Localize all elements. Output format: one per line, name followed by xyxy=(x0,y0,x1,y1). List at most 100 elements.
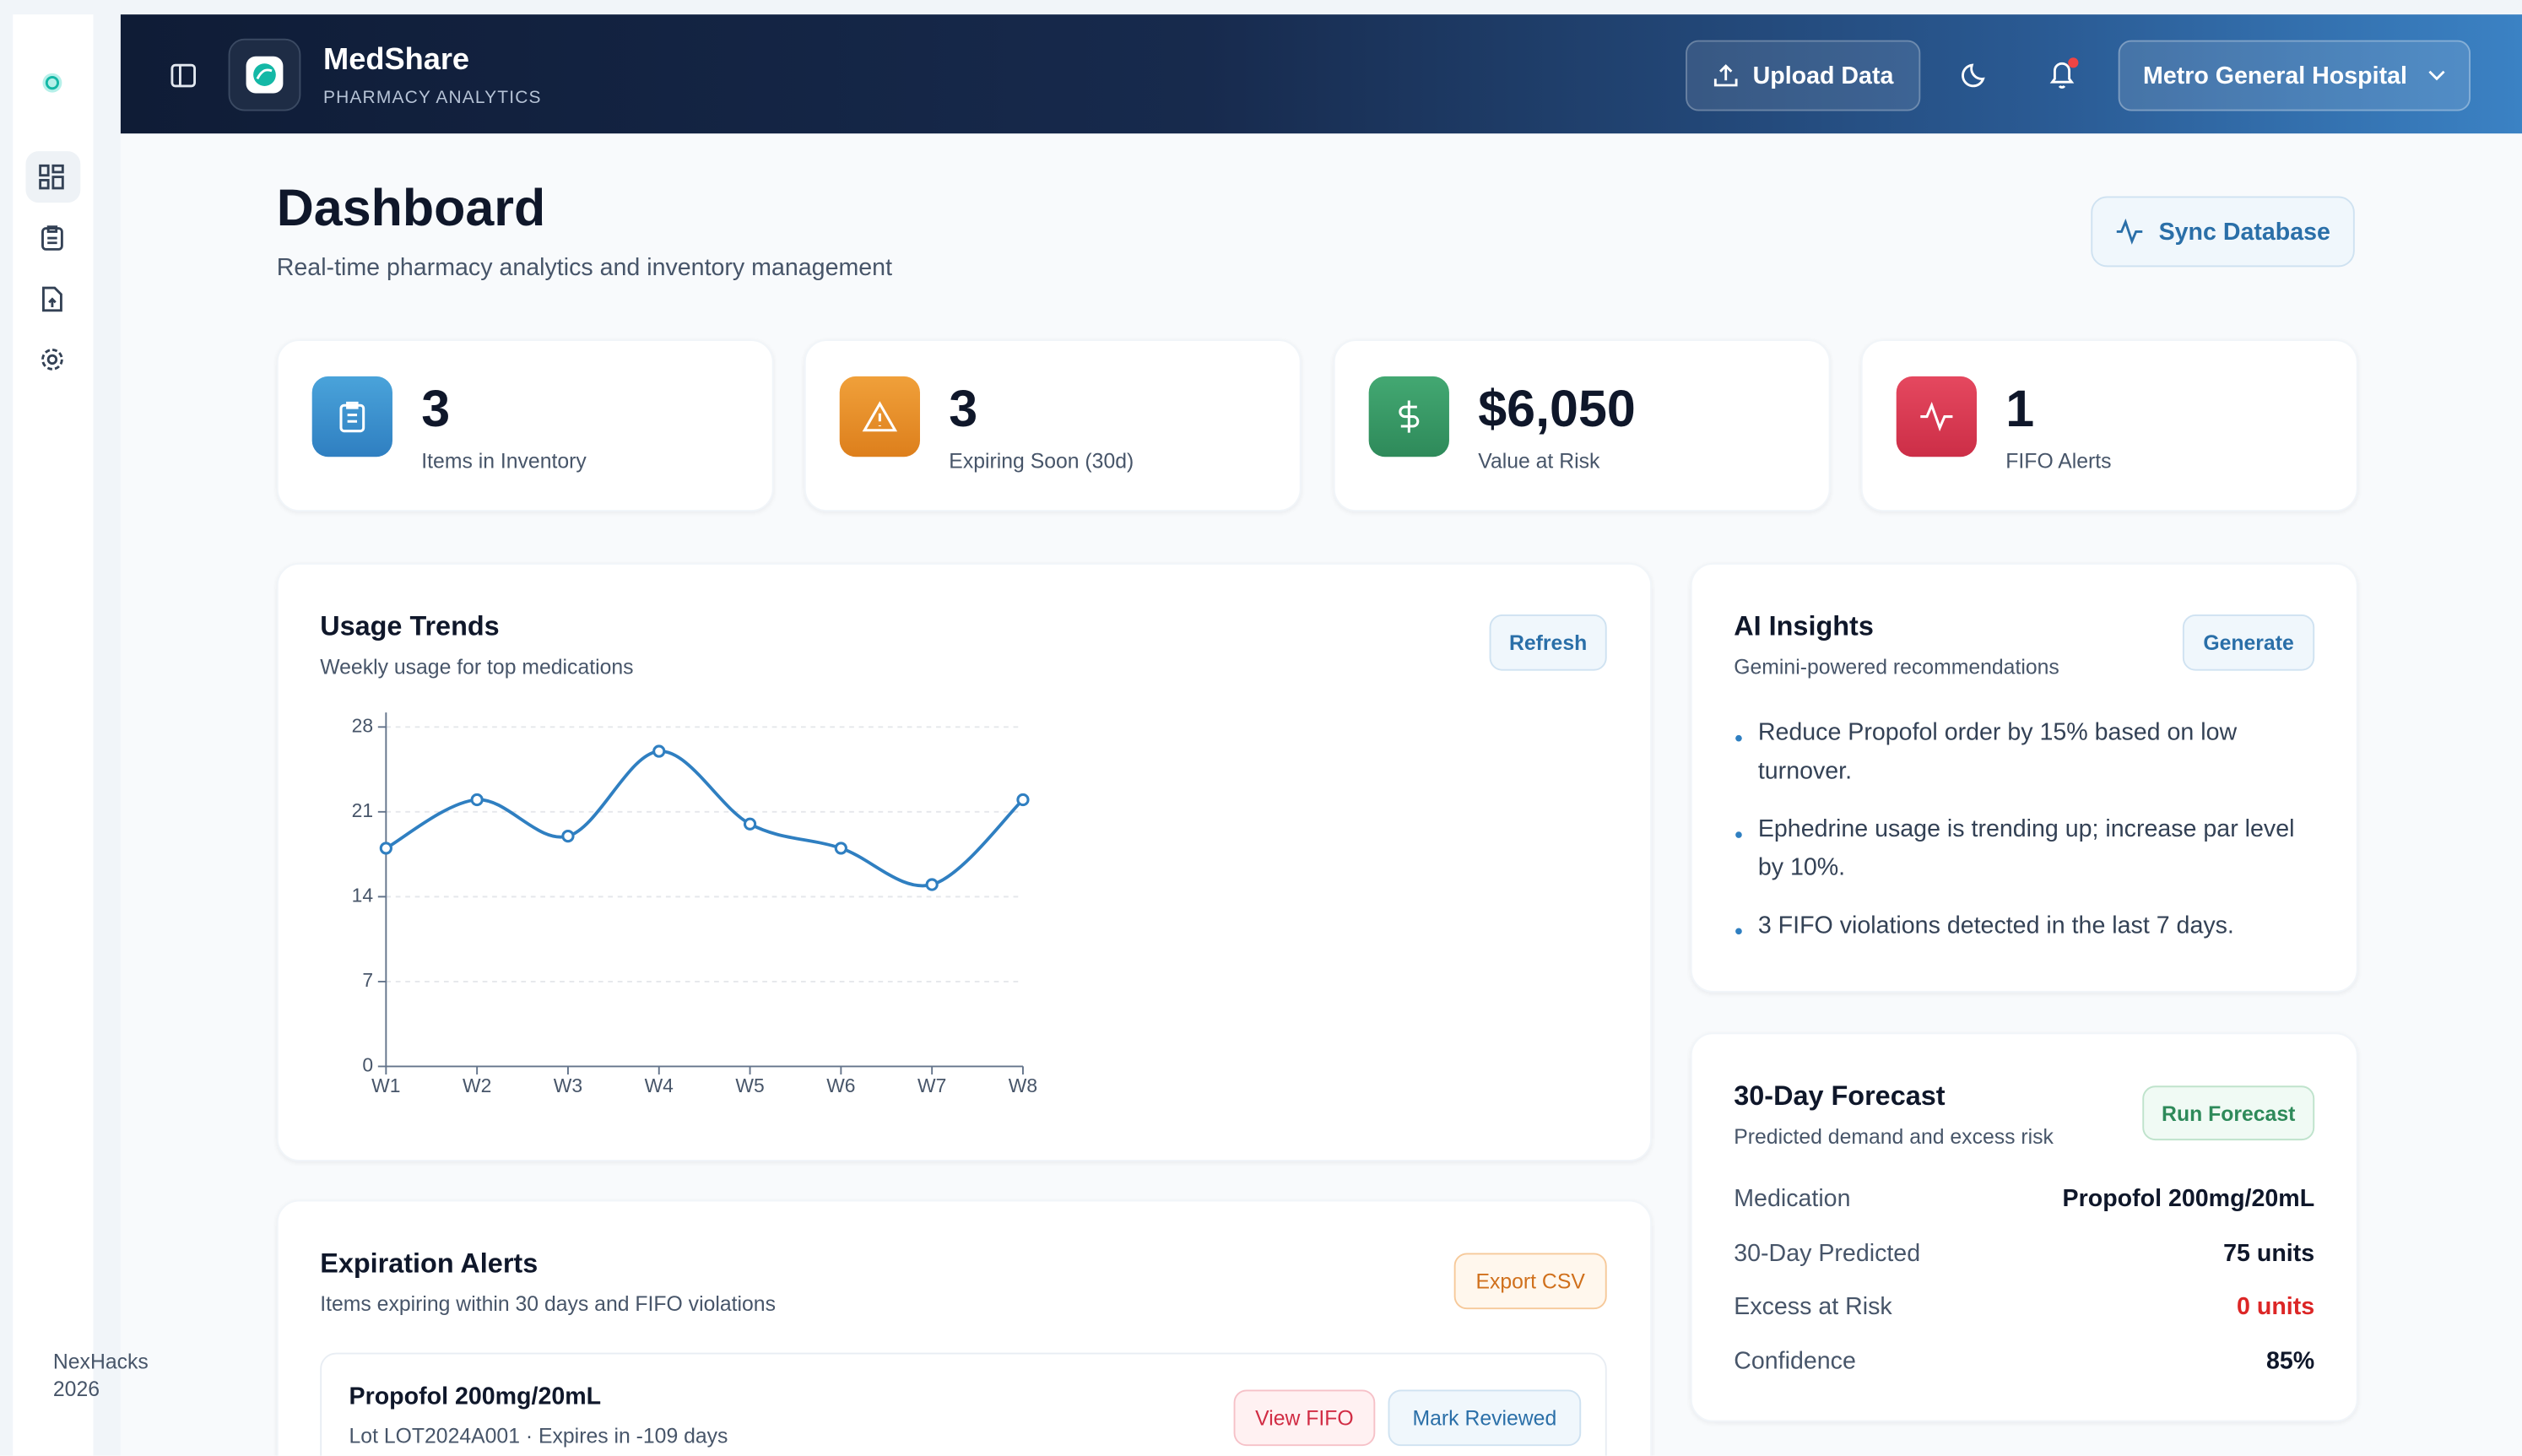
stat-card: 3 Expiring Soon (30d) xyxy=(804,339,1302,511)
stat-label: Value at Risk xyxy=(1478,448,1600,474)
sidebar xyxy=(13,0,94,1456)
nav-inventory[interactable] xyxy=(41,225,65,251)
mark-reviewed-button[interactable]: Mark Reviewed xyxy=(1388,1389,1582,1447)
stat-label: Items in Inventory xyxy=(421,448,587,474)
x-tick-label: W6 xyxy=(826,1074,855,1096)
card-title: 30-Day Forecast xyxy=(1734,1080,1946,1112)
stat-value: 1 xyxy=(2005,379,2035,438)
page-title: Dashboard xyxy=(276,178,546,237)
alert-item: Propofol 200mg/20mL Lot LOT2024A001 · Ex… xyxy=(320,1352,1607,1456)
series-line xyxy=(385,750,1025,888)
stat-card: 1 FIFO Alerts xyxy=(1860,339,2358,511)
usage-chart: 0 7 14 21 28 W1 W2 W3 W4 W5 W6 W7 W8 xyxy=(352,712,1037,1096)
alert-detail: Lot LOT2024A001 · Expires in -109 days xyxy=(349,1423,728,1448)
card-title: Expiration Alerts xyxy=(320,1248,538,1279)
x-tick-label: W3 xyxy=(554,1074,582,1096)
nav-settings[interactable] xyxy=(39,346,66,373)
forecast-card: 30-Day Forecast Predicted demand and exc… xyxy=(1690,1032,2358,1422)
sync-label: Sync Database xyxy=(2158,218,2330,246)
card-subtitle: Predicted demand and excess risk xyxy=(1734,1124,2054,1149)
sidebar-toggle[interactable] xyxy=(170,62,197,88)
card-title: Usage Trends xyxy=(320,611,500,642)
stat-icon xyxy=(1896,376,1977,457)
forecast-label: Confidence xyxy=(1734,1347,1856,1376)
stat-value: $6,050 xyxy=(1478,379,1636,438)
card-subtitle: Gemini-powered recommendations xyxy=(1734,654,2059,679)
nav-upload[interactable] xyxy=(41,286,65,312)
data-point xyxy=(834,842,847,855)
data-point xyxy=(470,793,484,807)
forecast-label: Excess at Risk xyxy=(1734,1293,1892,1321)
forecast-button[interactable]: Run Forecast xyxy=(2142,1085,2315,1141)
stat-value: 3 xyxy=(421,379,451,438)
x-tick-label: W7 xyxy=(917,1074,946,1096)
data-point xyxy=(652,744,666,758)
data-point xyxy=(743,817,757,831)
sync-icon xyxy=(2117,219,2143,245)
hospital-select[interactable]: Metro General Hospital xyxy=(2118,40,2471,111)
alert-name: Propofol 200mg/20mL xyxy=(349,1383,602,1411)
clipboard-icon xyxy=(339,401,365,433)
dollar-icon xyxy=(1399,400,1420,433)
nav-dashboard[interactable] xyxy=(39,164,64,190)
x-tick-label: W1 xyxy=(371,1074,400,1096)
warning-icon xyxy=(862,401,898,432)
upload-button[interactable]: Upload Data xyxy=(1686,40,1921,111)
x-tick-label: W8 xyxy=(1009,1074,1037,1096)
insight: Reduce Propofol order by 15% based on lo… xyxy=(1735,714,2321,791)
card-title: AI Insights xyxy=(1734,611,1874,642)
top-strip xyxy=(0,0,2522,15)
data-point xyxy=(925,878,939,891)
brand-logo xyxy=(228,38,301,111)
theme-toggle[interactable] xyxy=(1961,61,1989,89)
logo-mark xyxy=(253,63,276,86)
x-tick-label: W5 xyxy=(735,1074,764,1096)
refresh-button[interactable]: Refresh xyxy=(1489,614,1607,671)
card-subtitle: Items expiring within 30 days and FIFO v… xyxy=(320,1291,776,1316)
stat-icon xyxy=(839,376,921,457)
brand-tagline: PHARMACY ANALYTICS xyxy=(323,88,542,108)
stat-value: 3 xyxy=(949,379,978,438)
x-tick-label: W4 xyxy=(645,1074,674,1096)
stat-icon xyxy=(311,376,392,457)
activity-icon xyxy=(1920,402,1953,432)
alerts-card: Expiration Alerts Items expiring within … xyxy=(276,1199,1653,1456)
upload-icon xyxy=(1713,64,1738,87)
forecast-value: 75 units xyxy=(2223,1240,2315,1268)
card-subtitle: Weekly usage for top medications xyxy=(320,654,634,679)
forecast-label: Medication xyxy=(1734,1185,1851,1213)
forecast-value: 0 units xyxy=(2237,1293,2315,1321)
view-fifo-button[interactable]: View FIFO xyxy=(1233,1389,1376,1447)
x-tick-label: W2 xyxy=(463,1074,491,1096)
brand-name: MedShare xyxy=(323,43,470,78)
stat-label: Expiring Soon (30d) xyxy=(949,448,1134,474)
upload-label: Upload Data xyxy=(1752,62,1894,89)
forecast-value: Propofol 200mg/20mL xyxy=(2062,1185,2315,1213)
logo-icon xyxy=(42,73,62,93)
sidebar-footer: NexHacks 2026 xyxy=(52,1349,149,1401)
stat-card: $6,050 Value at Risk xyxy=(1333,339,1831,511)
export-button[interactable]: Export CSV xyxy=(1453,1253,1607,1310)
chevron xyxy=(2427,70,2444,81)
y-tick-label: 0 xyxy=(362,1053,373,1075)
hospital-name: Metro General Hospital xyxy=(2143,62,2407,89)
stat-card: 3 Items in Inventory xyxy=(276,339,774,511)
ai-card: AI Insights Gemini-powered recommendatio… xyxy=(1690,562,2358,993)
notifications[interactable] xyxy=(2046,57,2081,92)
stat-icon xyxy=(1368,376,1449,457)
stat-label: FIFO Alerts xyxy=(2005,448,2112,474)
sync-button[interactable]: Sync Database xyxy=(2091,196,2355,268)
y-tick-label: 28 xyxy=(352,714,373,736)
generate-button[interactable]: Generate xyxy=(2182,614,2315,671)
y-tick-label: 7 xyxy=(362,969,373,991)
y-tick-label: 21 xyxy=(352,799,373,821)
insight: Ephedrine usage is trending up; increase… xyxy=(1735,810,2321,887)
y-tick-label: 14 xyxy=(352,884,374,906)
header: MedShare PHARMACY ANALYTICS Upload Data … xyxy=(120,14,2522,134)
data-point xyxy=(561,829,575,843)
data-point xyxy=(1016,793,1030,807)
page-subtitle: Real-time pharmacy analytics and invento… xyxy=(276,254,893,282)
forecast-label: 30-Day Predicted xyxy=(1734,1240,1921,1268)
